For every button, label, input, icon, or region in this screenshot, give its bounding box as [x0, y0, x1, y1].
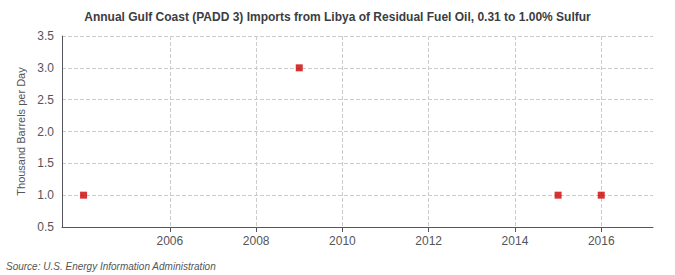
svg-text:1.0: 1.0 [37, 188, 54, 202]
svg-text:2016: 2016 [588, 234, 615, 248]
svg-text:Annual Gulf Coast (PADD 3) Imp: Annual Gulf Coast (PADD 3) Imports from … [84, 10, 591, 24]
svg-text:2008: 2008 [243, 234, 270, 248]
svg-text:2012: 2012 [415, 234, 442, 248]
svg-text:3.0: 3.0 [37, 61, 54, 75]
svg-text:Thousand Barrels per Day: Thousand Barrels per Day [15, 67, 27, 196]
svg-text:1.5: 1.5 [37, 156, 54, 170]
svg-text:2014: 2014 [502, 234, 529, 248]
svg-text:2010: 2010 [329, 234, 356, 248]
svg-text:3.5: 3.5 [37, 29, 54, 43]
svg-text:Source: U.S. Energy Informatio: Source: U.S. Energy Information Administ… [6, 261, 216, 272]
svg-text:2006: 2006 [156, 234, 183, 248]
svg-text:2.5: 2.5 [37, 93, 54, 107]
svg-text:0.5: 0.5 [37, 220, 54, 234]
svg-text:2.0: 2.0 [37, 125, 54, 139]
